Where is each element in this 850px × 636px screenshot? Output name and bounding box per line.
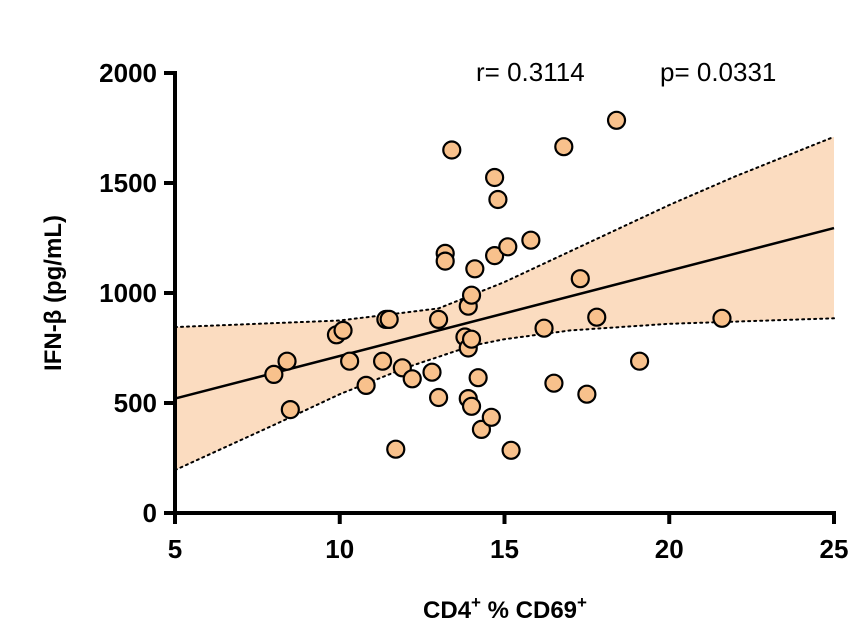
data-point (629, 351, 650, 371)
data-point (333, 320, 353, 340)
data-point (356, 375, 376, 395)
y-axis-title: IFN-β (pg/mL) (40, 215, 67, 371)
data-point (485, 167, 505, 188)
y-tick-label: 1000 (99, 278, 157, 308)
x-tick-label: 15 (490, 534, 519, 564)
y-tick-label: 500 (114, 388, 157, 418)
data-point (471, 419, 492, 439)
data-point (264, 364, 284, 384)
data-point (435, 251, 455, 271)
data-point (577, 384, 597, 404)
data-point (554, 137, 574, 157)
r-annotation: r= 0.3114 (476, 57, 585, 87)
data-point (422, 362, 442, 382)
p-annotation: p= 0.0331 (660, 57, 776, 87)
x-tick-label: 25 (820, 534, 849, 564)
data-point (340, 351, 360, 371)
y-tick-label: 0 (143, 498, 157, 528)
data-point (442, 140, 462, 160)
data-point (468, 368, 488, 388)
x-tick-label: 5 (168, 534, 182, 564)
data-point (501, 440, 521, 460)
data-point (386, 439, 406, 459)
data-point (587, 307, 607, 327)
x-axis-title: CD4+ % CD69+ (423, 593, 587, 624)
ci-upper-line (174, 135, 835, 329)
data-point (379, 309, 399, 329)
data-point (461, 329, 482, 349)
data-point (461, 285, 482, 305)
data-point (712, 308, 732, 328)
data-point (498, 237, 518, 257)
data-point (485, 246, 505, 266)
x-tick-label: 10 (325, 534, 354, 564)
data-point (429, 387, 449, 408)
x-tick-label: 20 (655, 534, 684, 564)
data-point (521, 230, 541, 250)
data-point (280, 400, 300, 420)
data-point (372, 351, 393, 371)
data-point (429, 309, 449, 329)
data-point (277, 351, 297, 371)
data-point (461, 396, 482, 416)
data-point (570, 269, 590, 289)
data-point (534, 318, 554, 338)
y-tick-label: 1500 (99, 168, 157, 198)
data-point (465, 259, 485, 279)
data-point (544, 373, 564, 393)
confidence-band (175, 136, 834, 471)
data-point (481, 407, 501, 427)
data-point (402, 369, 422, 389)
data-point (606, 110, 627, 130)
data-point (488, 189, 508, 210)
y-tick-label: 2000 (99, 58, 157, 88)
